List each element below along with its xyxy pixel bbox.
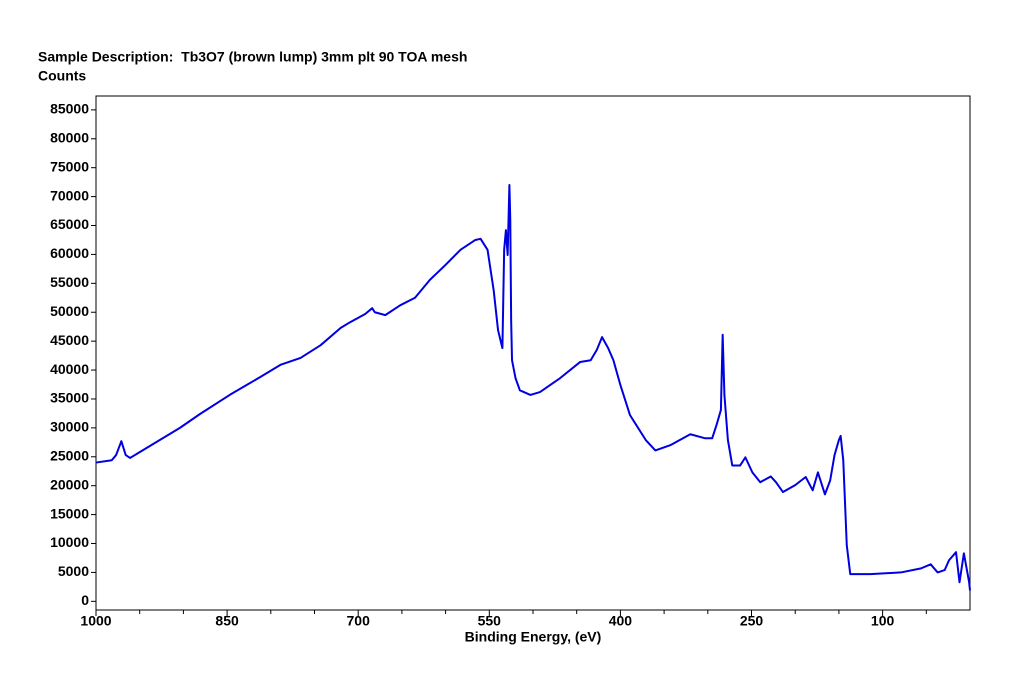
x-tick-label: 700 [347, 613, 371, 629]
y-tick-label: 40000 [50, 361, 89, 377]
y-tick-label: 35000 [50, 390, 89, 406]
x-tick-label: 850 [215, 613, 239, 629]
x-tick-label: 250 [740, 613, 764, 629]
x-tick-label: 550 [478, 613, 502, 629]
y-tick-label: 50000 [50, 303, 89, 319]
x-tick-label: 400 [609, 613, 633, 629]
plot-frame [95, 95, 971, 611]
y-tick-label: 55000 [50, 274, 89, 290]
y-tick-label: 15000 [50, 505, 89, 521]
y-tick-label: 25000 [50, 447, 89, 463]
y-tick-label: 85000 [50, 101, 89, 117]
x-tick-label: 1000 [80, 613, 111, 629]
chart-title: Sample Description: Tb3O7 (brown lump) 3… [38, 49, 467, 65]
x-axis-label: Binding Energy, (eV) [465, 629, 602, 645]
y-tick-label: 10000 [50, 534, 89, 550]
y-tick-label: 5000 [58, 563, 89, 579]
y-tick-label: 70000 [50, 187, 89, 203]
x-tick-label: 100 [871, 613, 895, 629]
y-tick-label: 75000 [50, 158, 89, 174]
y-tick-label: 20000 [50, 476, 89, 492]
y-tick-label: 60000 [50, 245, 89, 261]
y-tick-label: 0 [81, 592, 89, 608]
y-tick-label: 45000 [50, 332, 89, 348]
y-tick-label: 65000 [50, 216, 89, 232]
y-tick-label: 80000 [50, 129, 89, 145]
y-axis-label: Counts [38, 68, 86, 84]
y-tick-label: 30000 [50, 419, 89, 435]
spectrum-line [95, 184, 971, 591]
